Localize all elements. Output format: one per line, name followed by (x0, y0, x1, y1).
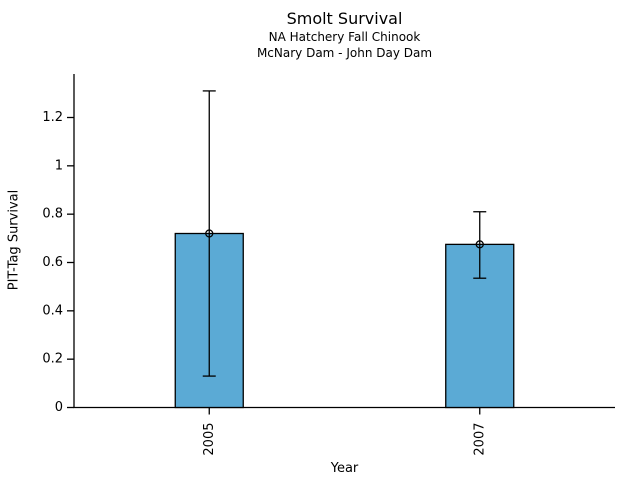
chart-title: Smolt Survival (286, 9, 403, 28)
x-axis-label: Year (330, 461, 359, 476)
y-tick-label: 0 (55, 400, 63, 415)
y-tick-label: 0.6 (42, 255, 63, 270)
chart-titles: Smolt Survival NA Hatchery Fall Chinook … (74, 9, 615, 61)
y-tick-label: 0.8 (42, 207, 63, 222)
y-tick-label: 1 (55, 158, 63, 173)
x-tick-label: 2005 (202, 423, 217, 456)
chart-subtitle-line1: NA Hatchery Fall Chinook (268, 30, 421, 44)
y-tick-label: 0.4 (42, 303, 63, 318)
point-marker (475, 240, 484, 249)
y-tick-label: 1.2 (42, 110, 63, 125)
point-marker (205, 229, 214, 238)
y-tick-label: 0.2 (42, 352, 63, 367)
y-axis-label: PIT-Tag Survival (6, 189, 22, 291)
chart-subtitle-line2: McNary Dam - John Day Dam (256, 46, 433, 60)
x-tick-label: 2007 (472, 423, 487, 456)
